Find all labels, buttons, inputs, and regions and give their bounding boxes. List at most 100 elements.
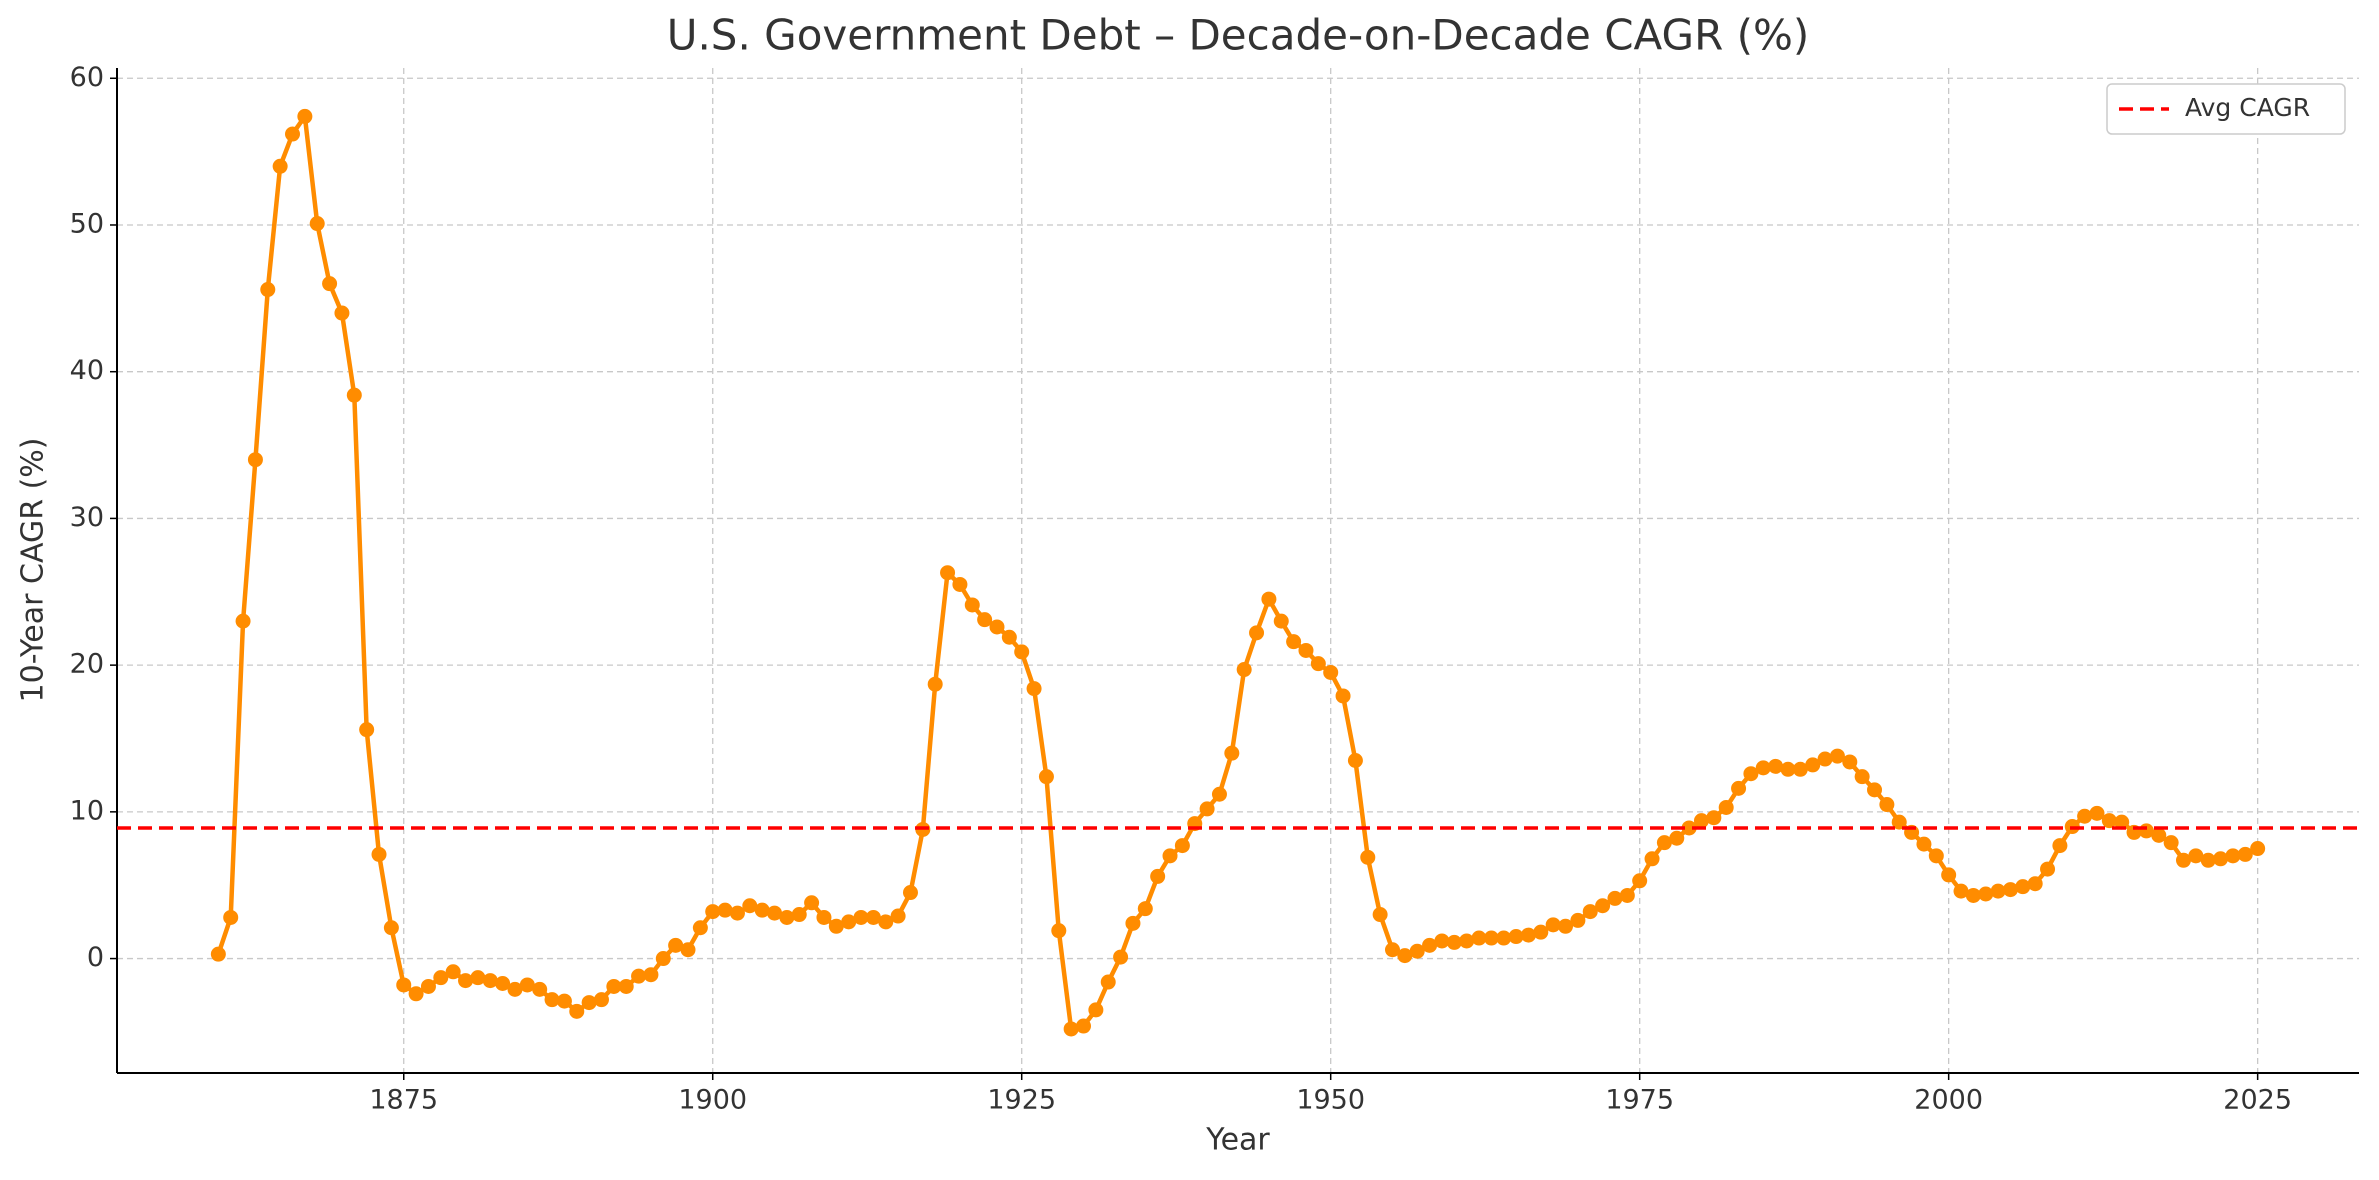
data-point xyxy=(297,108,313,124)
data-point xyxy=(1854,769,1870,785)
data-point xyxy=(1088,1002,1104,1018)
data-point xyxy=(1459,933,1475,949)
data-point xyxy=(2225,848,2241,864)
data-line xyxy=(216,114,2259,1032)
data-point xyxy=(841,914,857,930)
legend-box xyxy=(2106,83,2346,135)
data-point xyxy=(260,282,276,298)
data-point xyxy=(371,846,387,862)
data-point xyxy=(2163,835,2179,851)
data-point xyxy=(705,904,721,920)
data-point xyxy=(1310,656,1326,672)
data-point xyxy=(507,981,523,997)
data-point xyxy=(1076,1018,1092,1034)
data-point xyxy=(519,977,535,993)
data-point xyxy=(396,977,412,993)
data-point xyxy=(1533,924,1549,940)
data-point xyxy=(1916,836,1932,852)
data-point xyxy=(1113,949,1129,965)
data-point xyxy=(223,909,239,925)
data-point xyxy=(2089,805,2105,821)
data-point xyxy=(1768,758,1784,774)
data-point xyxy=(1829,748,1845,764)
data-point xyxy=(383,920,399,936)
data-point xyxy=(334,305,350,321)
data-point xyxy=(1038,769,1054,785)
legend-label: Avg CAGR xyxy=(2185,93,2310,122)
data-point xyxy=(1125,915,1141,931)
data-point xyxy=(643,967,659,983)
data-point xyxy=(235,613,251,629)
data-point xyxy=(1026,681,1042,697)
data-point xyxy=(445,964,461,980)
data-point xyxy=(1965,887,1981,903)
data-point xyxy=(1286,634,1302,650)
data-point xyxy=(532,981,548,997)
data-point xyxy=(272,158,288,174)
data-point xyxy=(1928,848,1944,864)
data-point xyxy=(2237,846,2253,862)
x-tick-label: 2000 xyxy=(1914,1085,1983,1116)
data-point xyxy=(210,946,226,962)
y-tick-label: 40 xyxy=(70,355,104,386)
data-point xyxy=(655,951,671,967)
data-point xyxy=(1298,642,1314,658)
data-point xyxy=(606,978,622,994)
data-point xyxy=(828,918,844,934)
data-point xyxy=(2015,879,2031,895)
data-point xyxy=(433,970,449,986)
data-point xyxy=(556,993,572,1009)
data-point xyxy=(853,909,869,925)
data-point xyxy=(1570,912,1586,928)
data-point xyxy=(1805,757,1821,773)
data-point xyxy=(346,387,362,403)
data-point xyxy=(1879,797,1895,813)
data-point xyxy=(1273,613,1289,629)
x-tick-label: 1900 xyxy=(678,1085,747,1116)
data-point xyxy=(902,885,918,901)
data-point xyxy=(1137,901,1153,917)
data-point xyxy=(1483,930,1499,946)
data-point xyxy=(1323,664,1339,680)
y-tick-label: 60 xyxy=(70,62,104,93)
data-point xyxy=(1817,751,1833,767)
data-point xyxy=(1545,917,1561,933)
data-point xyxy=(1100,974,1116,990)
data-point xyxy=(1236,662,1252,678)
data-point xyxy=(2200,852,2216,868)
data-point xyxy=(1199,801,1215,817)
data-point xyxy=(1211,786,1227,802)
data-point xyxy=(1755,760,1771,776)
data-point xyxy=(1063,1021,1079,1037)
data-point xyxy=(1978,886,1994,902)
data-point xyxy=(1669,830,1685,846)
data-point xyxy=(1792,761,1808,777)
data-point xyxy=(989,619,1005,635)
data-point xyxy=(680,942,696,958)
data-point xyxy=(890,908,906,924)
data-point xyxy=(1446,934,1462,950)
data-point xyxy=(717,902,733,918)
data-point xyxy=(1941,867,1957,883)
data-point xyxy=(927,676,943,692)
data-point xyxy=(1990,883,2006,899)
data-point xyxy=(2002,882,2018,898)
data-point xyxy=(1520,927,1536,943)
data-point xyxy=(1595,898,1611,914)
data-point xyxy=(2077,808,2093,824)
y-tick-label: 30 xyxy=(70,502,104,533)
data-point xyxy=(964,597,980,613)
data-point xyxy=(618,978,634,994)
data-point xyxy=(1582,904,1598,920)
data-point xyxy=(779,909,795,925)
data-point xyxy=(1162,848,1178,864)
data-point xyxy=(2250,841,2266,857)
data-point xyxy=(2052,838,2068,854)
data-point xyxy=(1644,851,1660,867)
data-point xyxy=(2040,861,2056,877)
data-point xyxy=(1360,849,1376,865)
data-point xyxy=(1434,933,1450,949)
chart-title: U.S. Government Debt – Decade-on-Decade … xyxy=(667,11,1810,60)
data-point xyxy=(1384,942,1400,958)
